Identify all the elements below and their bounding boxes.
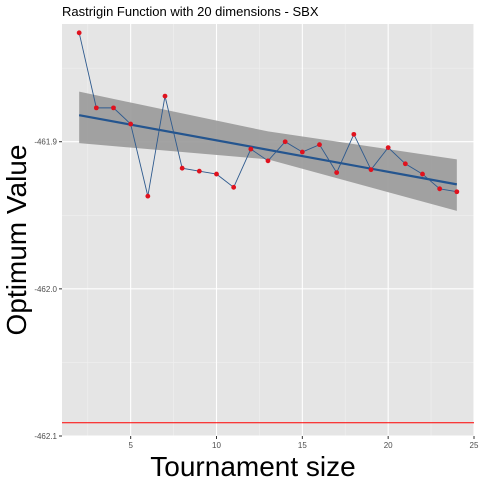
x-tick-label-4: 25	[470, 441, 479, 450]
x-tick-label-3: 20	[384, 441, 393, 450]
data-point-8	[214, 171, 219, 177]
data-point-6	[179, 165, 185, 171]
data-point-17	[368, 167, 374, 173]
data-point-9	[231, 184, 237, 190]
data-point-3	[128, 121, 134, 127]
data-point-2	[111, 105, 116, 111]
data-point-16	[351, 131, 357, 137]
data-point-4	[145, 193, 151, 199]
data-point-14	[317, 142, 322, 148]
data-point-21	[437, 186, 443, 192]
data-point-22	[454, 189, 460, 195]
y-tick-label-0: -461.9	[34, 138, 57, 147]
data-point-18	[385, 145, 391, 151]
x-axis-ticks: 5 10 15 20 25	[128, 436, 479, 450]
chart-title: Rastrigin Function with 20 dimensions - …	[62, 4, 319, 19]
data-point-12	[282, 139, 288, 145]
y-axis-title: Optimum Value	[1, 145, 32, 336]
y-tick-label-2: -462.1	[34, 432, 57, 441]
y-axis-ticks: -461.9 -462.0 -462.1	[34, 138, 62, 441]
x-tick-label-1: 10	[212, 441, 221, 450]
x-axis-title: Tournament size	[150, 451, 355, 480]
data-point-5	[162, 93, 168, 99]
data-point-15	[334, 170, 340, 176]
plot-panel	[62, 24, 474, 436]
data-point-13	[299, 149, 305, 155]
data-points	[76, 30, 460, 199]
data-point-1	[93, 105, 99, 111]
data-point-0	[76, 30, 82, 36]
x-tick-label-0: 5	[128, 441, 133, 450]
x-tick-label-2: 15	[298, 441, 307, 450]
data-point-10	[248, 146, 254, 152]
y-tick-label-1: -462.0	[34, 285, 57, 294]
data-point-7	[196, 168, 202, 174]
trend-line	[78, 114, 458, 186]
confidence-band	[79, 91, 457, 211]
data-point-19	[402, 161, 408, 167]
data-point-11	[265, 158, 271, 164]
data-point-20	[420, 171, 425, 177]
